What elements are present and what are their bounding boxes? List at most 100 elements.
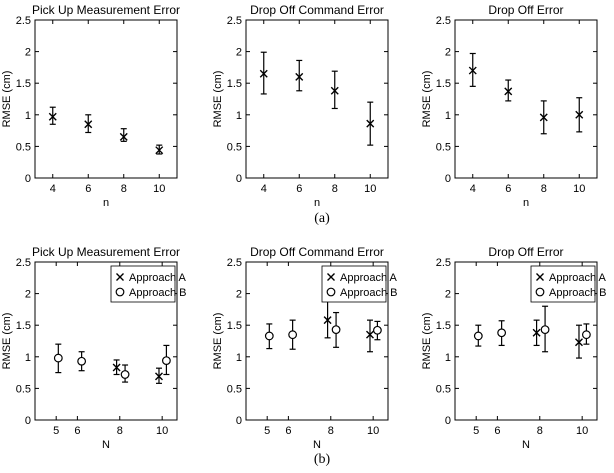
y-tick-label: 2 (25, 289, 31, 301)
x-axis-label: N (313, 439, 321, 451)
y-tick-label: 2.5 (16, 257, 31, 269)
chart-title: Drop Off Error (488, 245, 563, 259)
x-axis-label: n (314, 197, 320, 209)
data-point-o (120, 370, 130, 379)
x-tick-label: 6 (74, 425, 80, 437)
y-tick-label: 1 (445, 110, 451, 122)
x-tick-label: 8 (537, 425, 543, 437)
y-tick-label: 1 (236, 110, 242, 122)
x-axis-label: n (103, 197, 109, 209)
data-point-x (574, 338, 583, 347)
x-tick-label: 8 (328, 425, 334, 437)
y-axis-label: RMSE (cm) (212, 71, 224, 128)
x-tick-label: 5 (264, 425, 270, 437)
y-tick-label: 2 (445, 47, 451, 59)
chart-title: Drop Off Command Error (250, 3, 384, 17)
x-tick-label: 8 (541, 183, 547, 195)
x-tick-label: 8 (121, 183, 127, 195)
chart-b1: Pick Up Measurement Error 0 0.5 1 1.5 2 2.5 5 6 8… (1, 245, 187, 451)
y-tick-label: 1 (25, 110, 31, 122)
data-point-x (48, 112, 57, 121)
y-tick-label: 0 (25, 173, 31, 185)
y-tick-label: 0.5 (227, 141, 242, 153)
axes-frame (245, 261, 389, 421)
x-tick-label: 6 (296, 183, 302, 195)
chart-a3: Drop Off Error 0 0.5 1 1.5 2 2.5 4 6 8 10 n RMSE (cm… (421, 3, 598, 209)
x-tick-label: 10 (367, 425, 379, 437)
legend-label: Approach A (129, 272, 187, 284)
y-tick-label: 0.5 (227, 383, 242, 395)
legend-label: Approach B (549, 287, 606, 299)
y-tick-label: 1.5 (16, 320, 31, 332)
legend-box (321, 265, 387, 303)
legend-label: Approach A (549, 272, 607, 284)
x-tick-label: 4 (261, 183, 267, 195)
y-tick-label: 0.5 (436, 383, 451, 395)
legend-marker-o (535, 287, 545, 297)
y-tick-label: 2.5 (16, 15, 31, 27)
legend-marker-x (536, 273, 544, 281)
y-tick-label: 1.5 (436, 320, 451, 332)
chart-b3: Drop Off Error 0 0.5 1 1.5 2 2.5 5 6 8 10 N RMSE (cm… (421, 245, 607, 451)
data-point-o (264, 331, 274, 341)
data-point-o (373, 325, 382, 335)
y-axis-label: RMSE (cm) (1, 71, 13, 128)
x-tick-label: 10 (153, 183, 165, 195)
y-axis-label: RMSE (cm) (421, 313, 433, 370)
chart-title: Pick Up Measurement Error (32, 245, 180, 259)
data-point-o (497, 328, 507, 338)
data-point-x (84, 120, 93, 129)
data-point-o (473, 331, 483, 341)
caption-b: (b) (314, 452, 331, 467)
x-tick-label: 6 (494, 425, 500, 437)
data-point-o (162, 356, 171, 365)
y-tick-label: 0 (445, 415, 451, 427)
x-tick-label: 10 (156, 425, 168, 437)
y-tick-label: 0.5 (16, 383, 31, 395)
data-point-x (330, 86, 339, 95)
caption-a: (a) (314, 211, 330, 226)
data-point-x (366, 119, 375, 128)
y-axis-label: RMSE (cm) (1, 313, 13, 370)
axes-frame (454, 261, 598, 421)
data-point-x (365, 330, 374, 339)
x-tick-label: 6 (285, 425, 291, 437)
y-tick-label: 2 (445, 289, 451, 301)
x-tick-label: 5 (53, 425, 59, 437)
data-point-x (468, 66, 477, 75)
y-tick-label: 1 (25, 352, 31, 364)
y-tick-label: 0 (236, 415, 242, 427)
y-tick-label: 1 (236, 352, 242, 364)
legend-label: Approach A (340, 272, 398, 284)
x-tick-label: 4 (470, 183, 476, 195)
y-tick-label: 2 (236, 47, 242, 59)
data-point-o (582, 330, 591, 340)
y-tick-label: 1.5 (16, 78, 31, 90)
y-tick-label: 1.5 (227, 320, 242, 332)
x-tick-label: 6 (505, 183, 511, 195)
data-point-x (539, 113, 548, 122)
axes-frame (454, 19, 598, 179)
y-tick-label: 1 (445, 352, 451, 364)
data-point-x (259, 69, 268, 78)
data-point-x (532, 328, 541, 337)
y-tick-label: 0.5 (436, 141, 451, 153)
y-tick-label: 1.5 (436, 78, 451, 90)
y-axis-label: RMSE (cm) (212, 313, 224, 370)
data-point-x (504, 87, 513, 96)
data-point-o (77, 356, 87, 366)
axes-frame (34, 261, 178, 421)
y-tick-label: 2.5 (436, 15, 451, 27)
x-axis-label: N (522, 439, 530, 451)
axes-frame (34, 19, 178, 179)
y-tick-label: 2 (236, 289, 242, 301)
data-point-x (154, 372, 163, 381)
x-tick-label: 10 (576, 425, 588, 437)
legend-label: Approach B (129, 287, 186, 299)
x-tick-label: 10 (573, 183, 585, 195)
data-point-o (53, 353, 63, 363)
x-tick-label: 8 (332, 183, 338, 195)
chart-a2: Drop Off Command Error 0 0.5 1 1.5 2 2.5 4 6 8 10 n… (212, 3, 389, 209)
x-tick-label: 6 (85, 183, 91, 195)
